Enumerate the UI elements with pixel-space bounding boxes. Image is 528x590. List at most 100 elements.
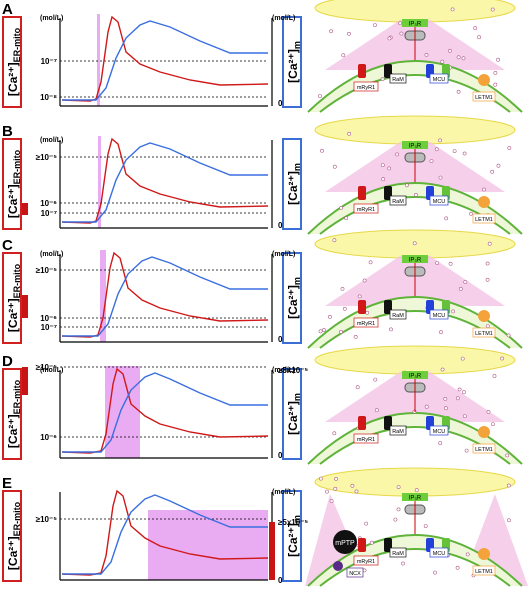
diagram-label: mRyR1 — [357, 559, 375, 565]
axis-label-main: [Ca²⁺] — [286, 49, 300, 83]
axis-label: [Ca²⁺]m — [286, 41, 302, 83]
highlight — [97, 14, 100, 106]
axis-label: [Ca²⁺]ER-mito — [6, 379, 22, 448]
tick-label: 10⁻⁷ — [41, 209, 57, 218]
ca-ion — [341, 53, 346, 58]
label-box — [389, 73, 407, 84]
tick-label: 10⁻⁷ — [41, 323, 57, 332]
ca-ion — [387, 166, 392, 171]
letm1 — [478, 74, 490, 86]
panel-label: A — [2, 1, 13, 18]
unit: (mol/L) — [272, 251, 295, 258]
label-box — [472, 327, 496, 338]
tick-label: ≥10⁻⁵ — [36, 153, 58, 162]
ca-ion — [318, 329, 323, 334]
diagram-label: mRyR1 — [357, 85, 375, 91]
ca-ion — [500, 356, 505, 361]
diagram-label: MCU — [433, 551, 446, 557]
ca-ion — [439, 330, 443, 335]
ca-ion — [340, 287, 345, 291]
ca-ion — [404, 183, 409, 188]
ca-ion — [318, 476, 323, 481]
diagram-label: mRyR1 — [357, 207, 375, 213]
diagram-label: MCU — [433, 313, 446, 319]
ca-ion — [347, 31, 351, 36]
tick-label: ≥10⁻⁵ — [36, 515, 58, 524]
axis-label-sub: m — [292, 515, 302, 523]
ip3r-tag — [402, 493, 428, 501]
panel: D[Ca²⁺]ER-mito[Ca²⁺]m(mol/L) (mol/L)≥10⁻⁵… — [2, 345, 523, 465]
diagram-label: LETM1 — [475, 331, 493, 337]
tick-label: 0 — [278, 576, 283, 585]
axis-label-main: [Ca²⁺] — [6, 184, 20, 218]
ca-ion — [329, 499, 334, 503]
ca-ion — [490, 7, 495, 12]
ca-ion — [398, 21, 403, 26]
ca-ion — [354, 489, 359, 494]
ca-ion — [506, 333, 511, 338]
axis-label-sub: ER-mito — [12, 263, 22, 298]
letm1 — [478, 426, 490, 438]
blue-curve — [62, 372, 268, 453]
ca-ion — [477, 35, 482, 40]
ca-ion — [357, 294, 362, 299]
ca-ion — [412, 241, 417, 246]
ca-ion — [333, 486, 338, 491]
diagram-label: IP₃R — [409, 22, 422, 28]
tick-label: 0 — [278, 221, 283, 230]
tick-label: 10⁻⁶ — [40, 314, 57, 323]
ca-ion — [440, 59, 445, 64]
channel — [358, 300, 366, 314]
diagram-label: MCU — [433, 77, 446, 83]
ca-ion — [424, 404, 429, 409]
red-curve — [61, 15, 269, 102]
highlight — [100, 250, 106, 342]
diagram: IP₃R mRyR1 RaM MCU LETM1 — [307, 0, 523, 113]
axis-label: [Ca²⁺]ER-mito — [6, 27, 22, 96]
ca-ion — [344, 216, 349, 221]
ca-ion — [389, 327, 393, 332]
diagram-label: NCX — [349, 571, 361, 577]
highlight — [98, 136, 101, 228]
ca-ion — [469, 211, 473, 216]
axis-label-box — [282, 368, 302, 460]
diagram: IP₃R mRyR1 RaM MCU LETM1 — [307, 115, 523, 235]
ca-ion — [373, 23, 377, 28]
ca-ion — [380, 77, 385, 82]
diagram-label: LETM1 — [475, 95, 493, 101]
diagram: IP₃R mRyR1 RaM MCU LETM1 — [307, 229, 523, 349]
ca-ion — [506, 518, 511, 523]
ca-ion — [423, 524, 428, 529]
axis-label: [Ca²⁺]m — [286, 393, 302, 435]
label-box — [429, 547, 449, 558]
ca-ion — [473, 26, 478, 31]
ca-ion — [399, 31, 404, 36]
red-curve — [61, 251, 269, 338]
axis-label-sub: m — [292, 41, 302, 49]
ca-ion — [457, 387, 462, 392]
ca-ion — [362, 568, 367, 573]
panel: C[Ca²⁺]ER-mito[Ca²⁺]m(mol/L) (mol/L)≥10⁻⁵… — [2, 229, 523, 349]
ip3r-tag — [402, 371, 428, 379]
axis-label: [Ca²⁺]ER-mito — [6, 149, 22, 218]
ca-ion — [448, 261, 453, 266]
ca-ion — [462, 414, 467, 419]
range-bar — [22, 295, 28, 318]
ca-ion — [460, 356, 465, 361]
ca-ion — [492, 374, 497, 378]
ca-ion — [463, 280, 468, 284]
tick-label: ≥10⁻⁵ — [36, 266, 58, 275]
tick-label: 10⁻⁶ — [40, 199, 57, 208]
highlight — [148, 510, 268, 580]
unit: (mol/L) — [272, 489, 295, 496]
ca-ion — [464, 448, 469, 453]
ca-ion — [450, 7, 455, 12]
ca-ion — [355, 385, 360, 390]
diagram-label: RaM — [392, 199, 404, 205]
axis-label-main: [Ca²⁺] — [286, 401, 300, 435]
ca-ion — [396, 485, 401, 490]
ca-ion — [429, 159, 434, 164]
unit: (mol/L) — [272, 15, 295, 22]
axis-label-main: [Ca²⁺] — [6, 414, 20, 448]
axis-label-box — [282, 490, 302, 582]
